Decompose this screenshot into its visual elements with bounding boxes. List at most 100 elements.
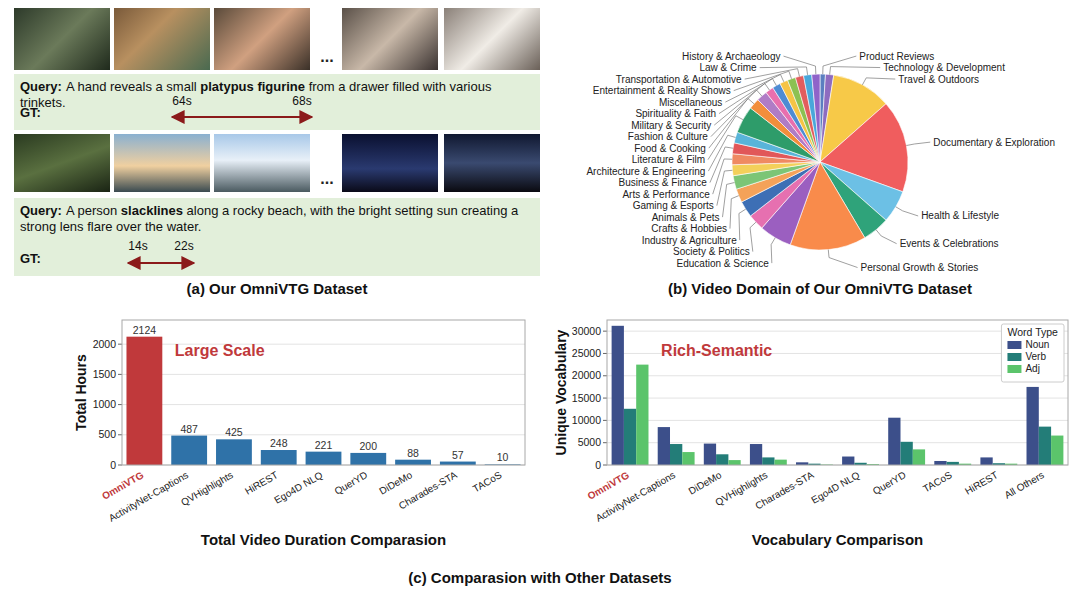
bar	[682, 452, 694, 465]
slice-label: Military & Security	[631, 120, 711, 131]
bar	[913, 449, 925, 465]
leader-line	[896, 207, 918, 216]
slice-label: Society & Politics	[673, 246, 750, 257]
data-label: 200	[360, 440, 378, 452]
pie-slice	[812, 74, 820, 162]
tick	[603, 398, 607, 399]
slice-label: Product Reviews	[859, 51, 934, 62]
figure: ... Query:A hand reveals a small platypus…	[0, 0, 1080, 595]
grid-line	[607, 331, 1068, 332]
legend: Word TypeNounVerbAdj	[1001, 324, 1064, 382]
tick	[603, 420, 607, 421]
legend-swatch	[1007, 353, 1021, 361]
slice-label: Architecture & Engineering	[586, 166, 705, 177]
video-frame	[444, 134, 540, 192]
query-label: Query:	[20, 79, 62, 94]
slice-label: Entertainment & Reality Shows	[593, 85, 731, 96]
caption: (a) Our OmniVTG Dataset	[14, 280, 540, 297]
video-frame	[14, 8, 110, 70]
leader-line	[750, 222, 756, 251]
grid-line	[607, 420, 1068, 421]
data-label: 248	[270, 437, 288, 449]
leader-line	[783, 56, 815, 74]
axis-title: Unique Vocabulary	[553, 329, 569, 455]
video-frame	[14, 134, 110, 192]
bar	[1027, 387, 1039, 465]
tick-label: 1500	[93, 368, 117, 380]
tick	[603, 465, 607, 466]
query-keyword: platypus figurine	[200, 79, 305, 94]
leader-line	[876, 230, 897, 244]
leader-line	[708, 116, 743, 160]
slice-label: Literature & Film	[632, 154, 705, 165]
data-label: 487	[180, 423, 198, 435]
data-label: 10	[497, 451, 509, 463]
leader-line	[906, 142, 930, 145]
data-label: 2124	[133, 324, 157, 336]
legend-label: Noun	[1025, 339, 1049, 350]
tick-label: 30000	[572, 325, 601, 337]
video-frame	[214, 134, 310, 192]
tick-label: ActivityNet-Captions	[594, 469, 677, 524]
leader-line	[823, 56, 857, 74]
video-frame	[114, 134, 210, 192]
gt-arrow	[172, 116, 312, 118]
ellipsis: ...	[312, 48, 342, 66]
grid-line	[607, 398, 1068, 399]
bar	[980, 457, 992, 465]
tick	[603, 353, 607, 354]
leader-line	[828, 250, 857, 268]
tick-label: 10000	[572, 414, 601, 426]
bar	[171, 436, 207, 465]
axis-title: Total Hours	[73, 354, 89, 431]
bar	[842, 457, 854, 465]
bar	[440, 462, 476, 465]
slice-label: Education & Science	[677, 258, 770, 269]
gt-time: 14s	[118, 239, 158, 253]
gt-time: 22s	[164, 239, 204, 253]
tick-label: 0	[110, 459, 116, 471]
bar	[716, 454, 728, 465]
query-keyword: slacklines	[121, 203, 183, 218]
leader-line	[730, 196, 739, 229]
slice-label: Animals & Pets	[652, 212, 720, 223]
tick-label: DiDeMo	[686, 469, 723, 497]
tick-label: QVHighlights	[179, 469, 235, 508]
tick-label: ActivityNet-Captions	[107, 469, 190, 524]
slice-label: Industry & Agriculture	[642, 235, 737, 246]
leader-line	[713, 159, 732, 194]
slice-label: Law & Crime	[699, 62, 757, 73]
bar	[901, 442, 913, 465]
slice-label: Travel & Outdoors	[898, 74, 979, 85]
gt-label: GT:	[20, 251, 41, 266]
legend-label: Verb	[1025, 351, 1046, 362]
leader-line	[710, 147, 733, 183]
leader-line	[734, 71, 792, 90]
gt-time: 64s	[162, 94, 202, 108]
leader-line	[771, 238, 775, 263]
tick-label: 2000	[93, 338, 117, 350]
bar	[216, 439, 252, 465]
video-frame	[342, 134, 438, 192]
bar	[670, 444, 682, 465]
tick	[118, 434, 122, 435]
annotation: Large Scale	[175, 342, 265, 359]
plot-frame	[607, 320, 1068, 465]
query: Query:A hand reveals a small platypus fi…	[20, 79, 534, 111]
data-label: 88	[407, 447, 419, 459]
slice-label: Food & Cooking	[634, 143, 706, 154]
bar	[636, 365, 648, 465]
bar	[350, 453, 386, 465]
tick-label: TACoS	[921, 469, 954, 494]
leader-line	[723, 183, 735, 218]
gt-time: 68s	[282, 94, 322, 108]
tick-label: HiREST	[963, 469, 1000, 497]
bar	[888, 418, 900, 465]
legend-swatch	[1007, 365, 1021, 373]
tick-label: Ego4D NLQ	[809, 469, 861, 506]
leader-line	[760, 67, 808, 75]
axis-title: Vocabulary Comparison	[752, 531, 923, 548]
bars	[126, 337, 520, 465]
legend-title: Word Type	[1008, 326, 1059, 338]
tick-label: 5000	[578, 436, 602, 448]
